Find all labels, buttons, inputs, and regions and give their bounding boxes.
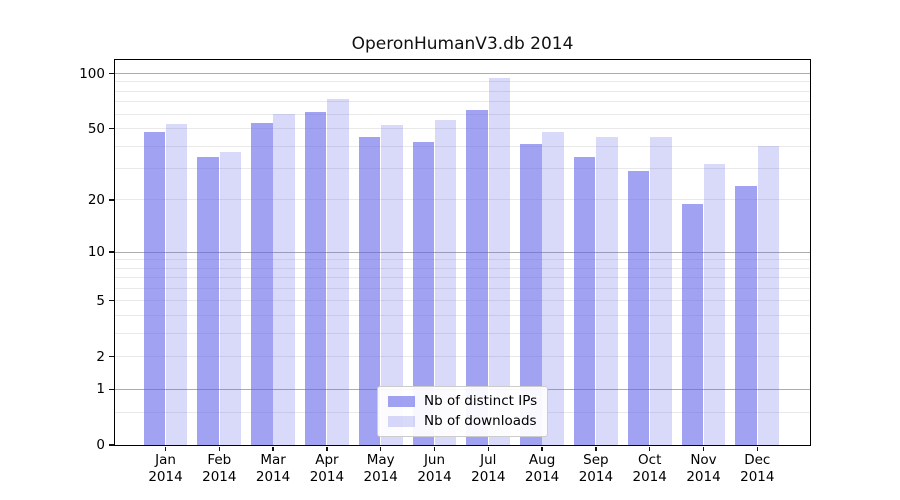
y-tick-mark bbox=[109, 72, 114, 75]
bar-distinct-ips bbox=[520, 144, 542, 445]
x-tick-mark bbox=[702, 446, 705, 451]
gridline-minor bbox=[115, 356, 810, 358]
x-tick-label: Oct 2014 bbox=[632, 452, 667, 485]
chart-title: OperonHumanV3.db 2014 bbox=[351, 34, 574, 54]
plot-area: Nb of distinct IPs Nb of downloads bbox=[115, 60, 810, 445]
bar-distinct-ips bbox=[251, 122, 273, 445]
bar-downloads bbox=[165, 123, 188, 445]
bar-distinct-ips bbox=[304, 111, 327, 445]
bar-downloads bbox=[273, 114, 295, 445]
x-tick-label: Dec 2014 bbox=[740, 452, 775, 485]
x-tick-mark bbox=[541, 446, 543, 451]
x-tick-label: Aug 2014 bbox=[524, 452, 560, 485]
y-tick-mark bbox=[109, 444, 114, 446]
gridline-minor bbox=[115, 287, 810, 289]
bar-distinct-ips bbox=[627, 171, 650, 445]
gridline-major bbox=[115, 251, 810, 253]
bar-downloads bbox=[381, 125, 403, 445]
gridline-minor bbox=[115, 128, 810, 130]
bar-distinct-ips bbox=[466, 110, 488, 445]
y-tick-mark bbox=[109, 355, 114, 358]
bar-distinct-ips bbox=[197, 156, 219, 445]
x-tick-mark bbox=[433, 446, 436, 451]
y-tick-label: 20 bbox=[87, 191, 105, 208]
x-tick-mark bbox=[326, 446, 328, 451]
gridline-minor bbox=[115, 145, 810, 147]
y-tick-mark bbox=[109, 388, 114, 390]
x-tick-mark bbox=[649, 446, 651, 451]
legend: Nb of distinct IPs Nb of downloads bbox=[377, 386, 549, 437]
gridline-minor bbox=[115, 199, 810, 201]
y-tick-mark bbox=[109, 300, 114, 302]
x-tick-mark bbox=[164, 446, 167, 451]
y-tick-mark bbox=[109, 199, 114, 201]
gridline-minor bbox=[115, 277, 810, 279]
x-tick-mark bbox=[756, 446, 758, 451]
bar-downloads bbox=[219, 152, 242, 445]
x-tick-mark bbox=[487, 446, 489, 451]
legend-label-downloads: Nb of downloads bbox=[424, 413, 537, 429]
bar-distinct-ips bbox=[573, 156, 596, 445]
bar-distinct-ips bbox=[735, 185, 757, 445]
gridline-minor bbox=[115, 101, 810, 103]
y-tick-label: 5 bbox=[96, 292, 105, 309]
y-tick-label: 2 bbox=[96, 348, 105, 365]
legend-item-downloads: Nb of downloads bbox=[388, 413, 537, 429]
x-tick-label: Nov 2014 bbox=[686, 452, 721, 485]
x-tick-label: Jun 2014 bbox=[417, 452, 452, 485]
gridline-minor bbox=[115, 81, 810, 83]
legend-item-distinct-ips: Nb of distinct IPs bbox=[388, 393, 537, 409]
x-tick-label: Sep 2014 bbox=[578, 452, 614, 485]
gridline-minor bbox=[115, 267, 810, 269]
x-tick-mark bbox=[595, 446, 597, 451]
gridline-minor bbox=[115, 113, 810, 115]
bar-downloads bbox=[650, 136, 672, 445]
gridline-minor bbox=[115, 332, 810, 334]
y-tick-label: 100 bbox=[79, 65, 105, 82]
x-tick-label: Jul 2014 bbox=[471, 452, 506, 485]
y-tick-label: 10 bbox=[87, 244, 105, 261]
bar-downloads bbox=[327, 98, 349, 445]
legend-label-distinct-ips: Nb of distinct IPs bbox=[424, 393, 538, 409]
gridline-minor bbox=[115, 300, 810, 302]
gridline-minor bbox=[115, 314, 810, 316]
x-tick-label: Feb 2014 bbox=[202, 452, 237, 485]
bar-downloads bbox=[757, 146, 780, 445]
bar-distinct-ips bbox=[143, 131, 165, 445]
gridline-major bbox=[115, 73, 810, 75]
y-tick-label: 1 bbox=[96, 381, 105, 398]
legend-swatch-downloads bbox=[388, 415, 415, 427]
bar-downloads bbox=[703, 163, 726, 445]
gridline-minor bbox=[115, 90, 810, 92]
x-tick-mark bbox=[380, 446, 382, 451]
y-tick-mark bbox=[109, 251, 114, 253]
x-tick-label: Jan 2014 bbox=[148, 452, 183, 485]
y-tick-label: 50 bbox=[87, 120, 105, 137]
y-tick-mark bbox=[109, 127, 114, 130]
bar-downloads bbox=[488, 77, 511, 445]
x-tick-mark bbox=[272, 446, 274, 451]
bar-downloads bbox=[596, 136, 618, 445]
gridline-minor bbox=[115, 168, 810, 170]
legend-swatch-distinct-ips bbox=[388, 395, 415, 407]
y-tick-label: 0 bbox=[96, 437, 105, 453]
bar-distinct-ips bbox=[358, 136, 381, 445]
bar-distinct-ips bbox=[681, 203, 703, 445]
bar-downloads bbox=[542, 131, 564, 445]
x-tick-label: May 2014 bbox=[363, 452, 398, 485]
gridline-minor bbox=[115, 259, 810, 261]
bar-distinct-ips bbox=[412, 142, 434, 445]
x-tick-label: Mar 2014 bbox=[255, 452, 291, 485]
x-tick-mark bbox=[218, 446, 220, 451]
bar-downloads bbox=[434, 119, 457, 445]
x-tick-label: Apr 2014 bbox=[309, 452, 345, 485]
